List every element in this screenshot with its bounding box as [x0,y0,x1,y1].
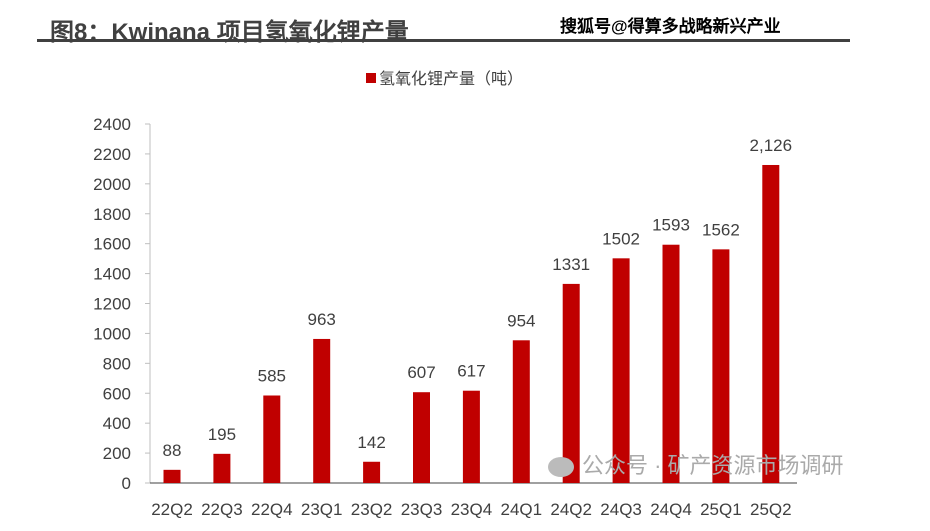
wechat-icon [548,457,574,478]
y-tick-label: 600 [103,384,131,403]
watermark-text: 公众号 · 矿产资源市场调研 [582,453,844,478]
watermark-bottom: 公众号 · 矿产资源市场调研 [548,448,844,480]
title-divider [37,39,850,42]
x-tick-label: 23Q3 [401,500,443,519]
y-tick-label: 1600 [93,235,131,254]
data-label: 142 [357,433,385,452]
bar-23Q1 [313,338,331,483]
y-tick-label: 800 [103,354,131,373]
data-label: 1331 [552,255,590,274]
data-label: 617 [457,362,485,381]
x-tick-label: 24Q4 [650,500,692,519]
bar-25Q1 [712,249,730,483]
bar-22Q2 [163,469,181,483]
data-label: 88 [163,441,182,460]
bar-24Q1 [512,340,530,483]
x-tick-label: 24Q3 [600,500,642,519]
legend-label: 氢氧化锂产量（吨） [379,70,523,88]
x-tick-label: 23Q1 [301,500,343,519]
data-label: 1502 [602,229,640,248]
y-tick-label: 400 [103,414,131,433]
bar-22Q3 [213,453,231,483]
bar-22Q4 [263,395,281,483]
data-label: 1593 [652,216,690,235]
bar-25Q2 [762,164,780,483]
data-label: 963 [308,310,336,329]
bar-23Q2 [363,461,381,483]
y-tick-label: 200 [103,444,131,463]
data-label: 585 [258,366,286,385]
x-tick-label: 24Q1 [501,500,543,519]
y-tick-label: 1000 [93,324,131,343]
legend-swatch [366,73,376,83]
x-tick-label: 25Q1 [700,500,742,519]
bar-24Q2 [562,283,580,483]
x-tick-label: 23Q4 [451,500,493,519]
x-tick-label: 22Q2 [151,500,193,519]
data-label: 954 [507,311,535,330]
data-label: 1562 [702,220,740,239]
bar-24Q3 [612,258,630,483]
y-tick-label: 1800 [93,205,131,224]
y-tick-label: 2000 [93,175,131,194]
bar-23Q3 [413,392,430,483]
data-label: 2,126 [750,136,793,155]
x-tick-label: 22Q3 [201,500,243,519]
bar-24Q4 [662,244,680,483]
y-tick-label: 1400 [93,265,131,284]
y-tick-label: 1200 [93,295,131,314]
data-label: 195 [208,425,236,444]
y-tick-label: 0 [122,474,131,493]
bar-23Q4 [462,390,480,483]
x-tick-label: 25Q2 [750,500,792,519]
y-tick-label: 2200 [93,145,131,164]
y-tick-label: 2400 [93,115,131,134]
x-tick-label: 22Q4 [251,500,293,519]
data-label: 607 [407,363,435,382]
x-tick-label: 24Q2 [550,500,592,519]
x-tick-label: 23Q2 [351,500,393,519]
watermark-top: 搜狐号@得算多战略新兴产业 [560,17,781,36]
